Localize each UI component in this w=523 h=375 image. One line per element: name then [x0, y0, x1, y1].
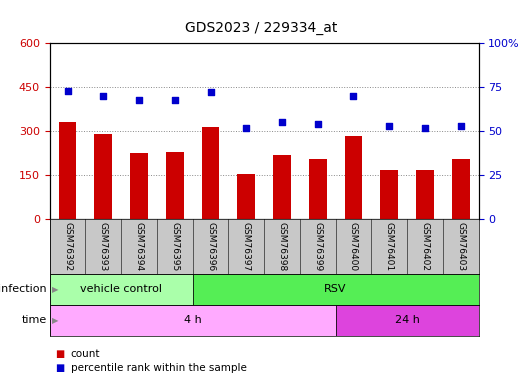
Bar [336, 304, 479, 336]
Text: GSM76392: GSM76392 [63, 222, 72, 271]
Bar [237, 174, 255, 219]
Bar [166, 152, 184, 219]
Text: count: count [71, 350, 100, 359]
Bar [380, 170, 398, 219]
Text: ■: ■ [55, 350, 64, 359]
Text: percentile rank within the sample: percentile rank within the sample [71, 363, 246, 373]
Text: GSM76395: GSM76395 [170, 222, 179, 272]
Point [63, 88, 72, 94]
Point [99, 93, 108, 99]
Text: ▶: ▶ [52, 316, 59, 324]
Bar [130, 153, 148, 219]
Text: GSM76397: GSM76397 [242, 222, 251, 272]
Point [349, 93, 358, 99]
Bar [50, 304, 336, 336]
Point [278, 119, 286, 125]
Text: GSM76398: GSM76398 [278, 222, 287, 272]
Text: GSM76393: GSM76393 [99, 222, 108, 272]
Bar [59, 122, 76, 219]
Point [242, 125, 251, 131]
Text: GSM76394: GSM76394 [134, 222, 143, 271]
Text: GSM76401: GSM76401 [385, 222, 394, 271]
Point [135, 96, 143, 102]
Bar [416, 170, 434, 219]
Text: time: time [22, 315, 47, 325]
Bar [273, 155, 291, 219]
Text: 24 h: 24 h [395, 315, 419, 325]
Bar [94, 134, 112, 219]
Text: ▶: ▶ [52, 285, 59, 294]
Text: RSV: RSV [324, 284, 347, 294]
Text: ■: ■ [55, 363, 64, 373]
Text: GSM76400: GSM76400 [349, 222, 358, 271]
Point [457, 123, 465, 129]
Bar [192, 274, 479, 304]
Text: GSM76403: GSM76403 [456, 222, 465, 271]
Point [385, 123, 393, 129]
Text: infection: infection [0, 284, 47, 294]
Text: GSM76399: GSM76399 [313, 222, 322, 272]
Bar [50, 274, 192, 304]
Point [420, 125, 429, 131]
Point [170, 96, 179, 102]
Point [206, 90, 214, 96]
Text: GSM76396: GSM76396 [206, 222, 215, 272]
Bar [201, 127, 220, 219]
Text: vehicle control: vehicle control [80, 284, 162, 294]
Text: 4 h: 4 h [184, 315, 201, 325]
Bar [452, 159, 470, 219]
Bar [309, 159, 327, 219]
Bar [345, 136, 362, 219]
Text: GDS2023 / 229334_at: GDS2023 / 229334_at [185, 21, 338, 34]
Text: GSM76402: GSM76402 [420, 222, 429, 271]
Point [313, 121, 322, 127]
